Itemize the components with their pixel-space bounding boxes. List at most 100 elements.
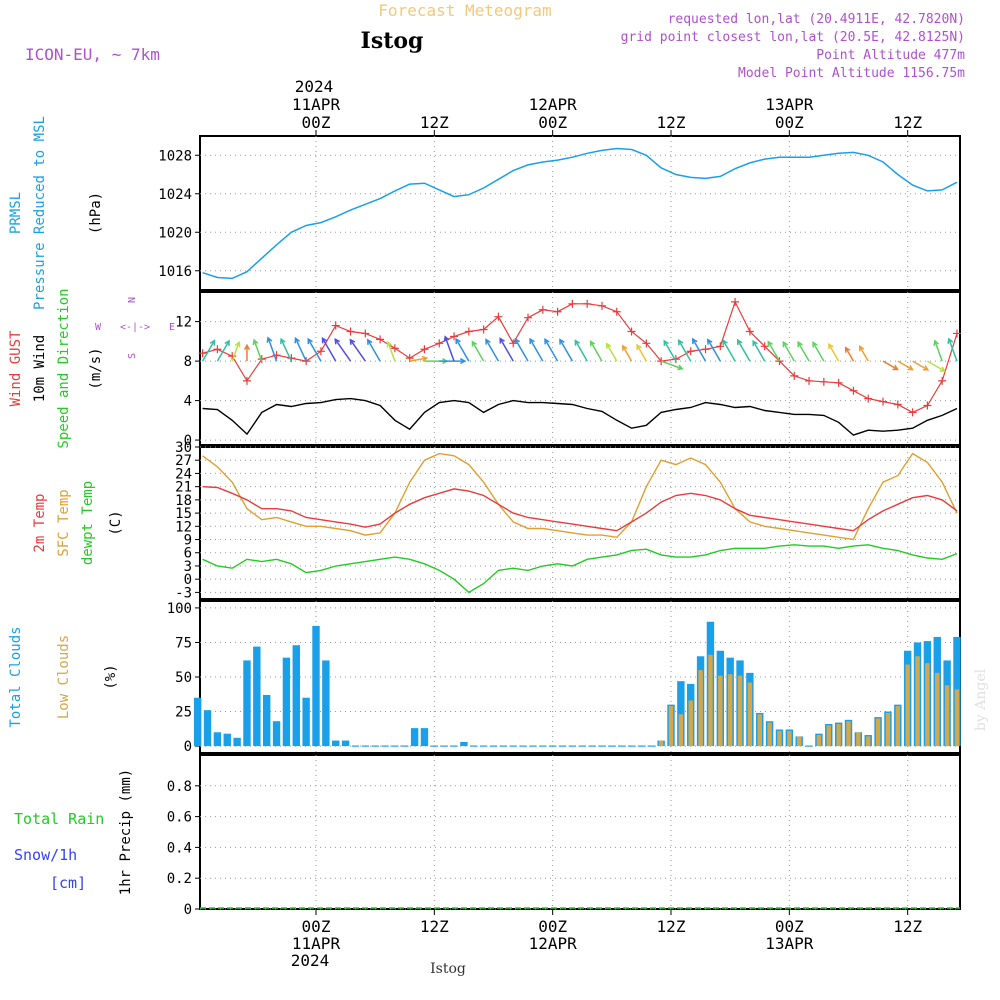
low-cloud-bar xyxy=(679,714,683,746)
top-tick-label: 12Z xyxy=(420,113,449,132)
wind-arrow xyxy=(296,338,307,361)
compass-north: N xyxy=(127,297,138,303)
y-tick-label: 0 xyxy=(184,739,192,755)
model-altitude: Model Point Altitude 1156.75m xyxy=(738,66,965,81)
top-date-label: 12APR xyxy=(529,95,578,114)
low-cloud-bar xyxy=(777,731,781,746)
requested-location: requested lon,lat (20.4911E, 42.7820N) xyxy=(668,12,965,27)
panel-label-2: Speed and Direction xyxy=(56,288,72,448)
wind-arrow xyxy=(664,341,676,361)
bottom-tick-label: 12Z xyxy=(657,917,686,936)
panel-frame xyxy=(200,136,960,290)
gust-marker xyxy=(909,408,917,416)
sfc-temp-line xyxy=(203,454,957,540)
low-cloud-bar xyxy=(758,714,762,746)
low-cloud-bar xyxy=(925,663,929,746)
gust-marker xyxy=(879,398,887,406)
bottom-date-label: 12APR xyxy=(529,934,578,953)
total-cloud-bar xyxy=(233,738,240,746)
y-tick-label: 0 xyxy=(184,902,192,918)
panel-0: 1016102010241028(hPa)PRMSL Pressure Reduc… xyxy=(8,116,960,310)
panel-label-1: Pressure Reduced to MSL xyxy=(32,116,48,310)
gust-marker xyxy=(835,379,843,387)
panel-label-0: Wind GUST xyxy=(8,330,24,406)
gust-marker xyxy=(391,344,399,352)
panel-label-0: PRMSL xyxy=(8,192,24,234)
total-cloud-bar xyxy=(342,741,349,747)
y-tick-label: 12 xyxy=(175,315,192,331)
y-tick-label: 75 xyxy=(175,635,192,651)
compass-south: S xyxy=(127,353,138,359)
top-tick-label: 12Z xyxy=(893,113,922,132)
y-axis-label: (%) xyxy=(103,664,119,689)
low-cloud-bar xyxy=(866,736,870,746)
station-title: Istog xyxy=(361,28,424,54)
wind-arrow xyxy=(515,339,528,361)
total-cloud-bar xyxy=(224,734,231,746)
gust-marker xyxy=(687,347,695,355)
gust-marker xyxy=(731,298,739,306)
low-cloud-bar xyxy=(748,683,752,747)
panel-frame xyxy=(200,755,960,909)
wind-arrow xyxy=(798,342,809,361)
gust-marker xyxy=(923,402,931,410)
grid-point-location: grid point closest lon,lat (20.5E, 42.81… xyxy=(621,30,965,45)
footer-station: Istog xyxy=(430,961,466,977)
wind-arrow xyxy=(472,342,483,361)
snow-unit-label: [cm] xyxy=(50,874,86,892)
wind-arrow xyxy=(445,337,454,361)
low-cloud-bar xyxy=(689,700,693,746)
top-tick-label: 00Z xyxy=(302,113,331,132)
panels: 1016102010241028(hPa)PRMSL Pressure Reduc… xyxy=(8,116,961,918)
low-cloud-bar xyxy=(797,736,801,746)
total-cloud-bar xyxy=(421,728,428,746)
low-cloud-bar xyxy=(787,731,791,746)
total-cloud-bar xyxy=(243,660,250,746)
gust-marker xyxy=(317,347,325,355)
gust-marker xyxy=(864,395,872,403)
total-cloud-bar xyxy=(302,698,309,746)
low-cloud-bar xyxy=(896,706,900,746)
bottom-tick-label: 12Z xyxy=(893,917,922,936)
gust-marker xyxy=(849,387,857,395)
total-cloud-bar xyxy=(312,626,319,746)
panel-3: 0 25 50 75 100 (%) Total Clouds Low Clouds xyxy=(8,601,960,755)
low-cloud-bar xyxy=(728,674,732,746)
rain-label: Total Rain xyxy=(14,810,104,828)
y-tick-label: 50 xyxy=(175,670,192,686)
y-tick-label: 1028 xyxy=(158,148,192,164)
panel-label-1: SFC Temp xyxy=(56,489,72,556)
dewpt-line xyxy=(203,545,957,593)
gust-marker xyxy=(435,339,443,347)
low-cloud-bar xyxy=(856,732,860,746)
gust-marker xyxy=(702,345,710,353)
watermark: by Angel xyxy=(973,668,989,731)
low-cloud-bar xyxy=(886,713,890,746)
wind-arrow xyxy=(323,338,336,361)
top-date-label: 11APR xyxy=(292,95,341,114)
top-tick-label: 12Z xyxy=(657,113,686,132)
y-axis-label: (hPa) xyxy=(88,192,104,234)
gust-marker xyxy=(524,314,532,322)
gust-marker xyxy=(568,300,576,308)
wind-arrow xyxy=(545,339,558,361)
wind-arrow xyxy=(829,344,839,361)
gust-marker xyxy=(213,345,221,353)
panel-frame xyxy=(200,447,960,599)
total-cloud-bar xyxy=(263,695,270,746)
gust-marker xyxy=(820,378,828,386)
compass-arrows: <-|-> xyxy=(120,322,150,333)
total-cloud-bar xyxy=(214,732,221,746)
low-cloud-bar xyxy=(876,718,880,746)
panel-label-0: Total Clouds xyxy=(8,626,24,727)
low-cloud-bar xyxy=(945,685,949,746)
wind-arrow xyxy=(281,339,291,361)
gust-marker xyxy=(539,306,547,314)
gust-marker xyxy=(598,302,606,310)
gust-marker xyxy=(465,327,473,335)
panel-1: 04812(m/s)Wind GUST 10m Wind Speed and Dir… xyxy=(8,288,960,449)
total-cloud-bar xyxy=(411,728,418,746)
low-cloud-bar xyxy=(698,670,702,746)
wind-arrow xyxy=(217,341,229,361)
y-tick-label: 25 xyxy=(175,705,192,721)
